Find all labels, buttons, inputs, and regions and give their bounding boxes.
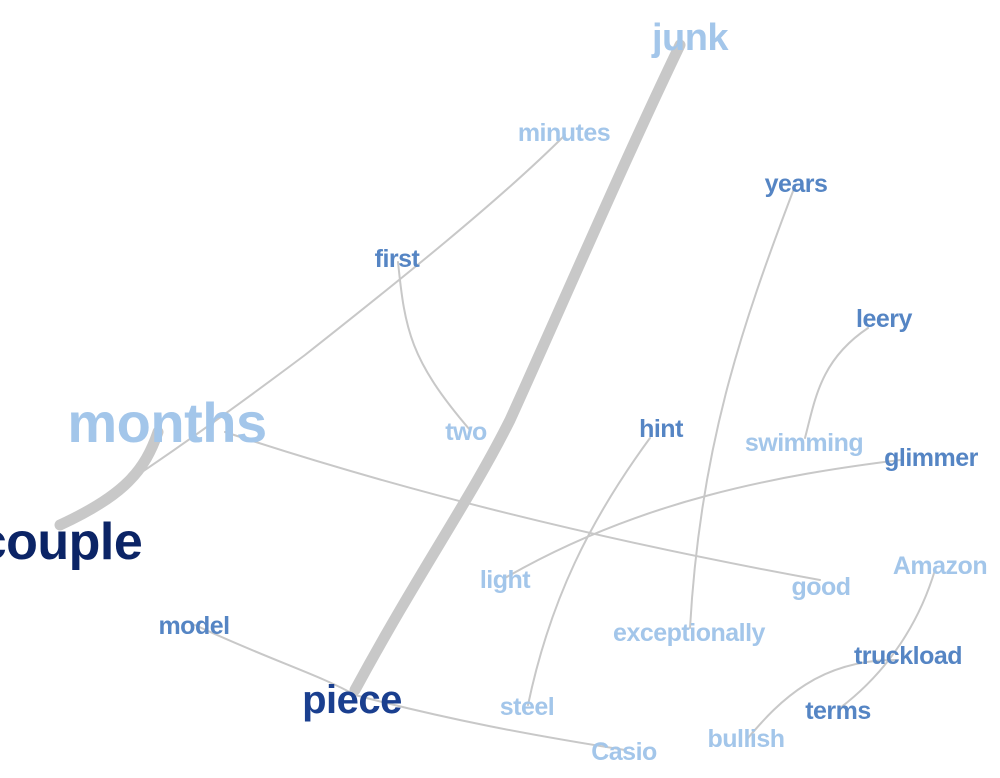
edge-junk-piece <box>349 39 686 696</box>
edge-first-two <box>397 261 471 431</box>
edge-glimmer-light <box>504 459 901 579</box>
word-exceptionally: exceptionally <box>613 619 765 647</box>
word-minutes: minutes <box>518 119 610 147</box>
edge-years-exceptionally <box>689 185 796 629</box>
edge-hint-steel <box>527 437 651 706</box>
word-months: months <box>67 391 266 454</box>
edge-truckload-bullish <box>747 659 896 739</box>
word-amazon: Amazon <box>893 552 987 580</box>
edge-months-minutes <box>129 134 566 481</box>
word-hint: hint <box>639 415 684 443</box>
word-glimmer: glimmer <box>884 444 979 472</box>
word-light: light <box>480 566 531 594</box>
word-leery: leery <box>856 305 912 333</box>
labels-layer: junk minutes years first leery months tw… <box>0 17 988 766</box>
word-couple: couple <box>0 513 142 571</box>
word-piece: piece <box>302 678 402 722</box>
word-bullish: bullish <box>707 725 784 753</box>
edges-layer <box>54 39 936 751</box>
word-steel: steel <box>500 693 554 721</box>
edge-months-couple <box>54 426 164 531</box>
word-swimming: swimming <box>745 429 863 457</box>
edge-piece-casio <box>354 694 626 751</box>
edge-model-piece <box>194 624 356 696</box>
edge-leery-swimming <box>804 327 869 439</box>
word-two: two <box>445 418 487 446</box>
word-terms: terms <box>805 697 871 725</box>
word-casio: Casio <box>591 738 657 766</box>
word-truckload: truckload <box>854 642 962 670</box>
word-junk: junk <box>651 17 729 59</box>
edge-months-good <box>224 431 821 581</box>
edge-amazon-terms <box>839 569 936 709</box>
word-good: good <box>791 573 850 601</box>
word-first: first <box>375 245 421 273</box>
word-years: years <box>765 170 828 198</box>
word-model: model <box>158 612 229 640</box>
